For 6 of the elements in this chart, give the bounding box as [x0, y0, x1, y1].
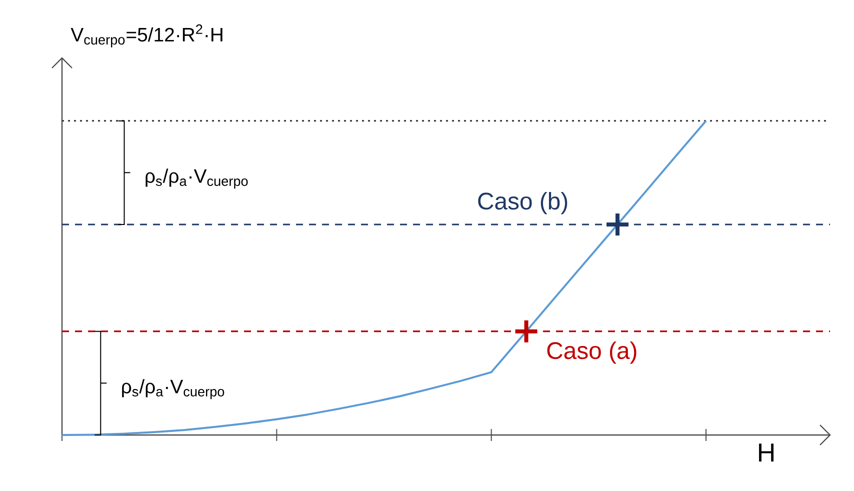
x-axis-title: H	[759, 444, 774, 462]
annotation: ρ$_{s}$/ρ$_{a}$·V$_{cuerpo}$	[146, 168, 248, 189]
ref-line-label: Caso (b)	[478, 192, 568, 214]
legend-label: Caso (a)	[547, 342, 636, 364]
annotation: ρ$_{s}$/ρ$_{a}$·V$_{cuerpo}$	[122, 379, 224, 400]
y-axis-title: V$_{cuerpo}$=5/12·R$^{2}$·H	[70, 24, 222, 48]
